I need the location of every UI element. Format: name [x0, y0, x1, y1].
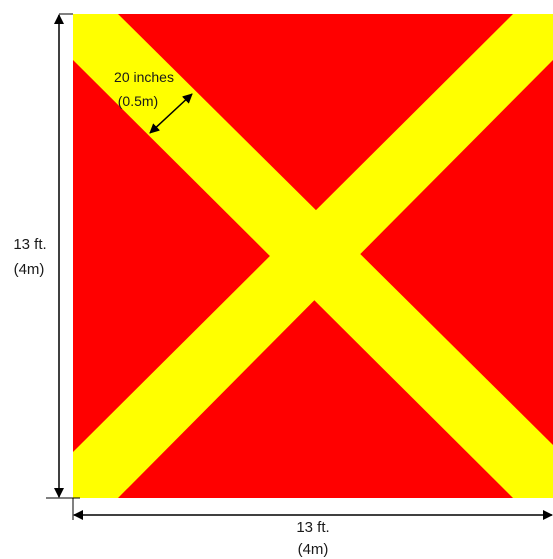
width-label-line2: (4m): [298, 541, 329, 558]
width-dimension: [72, 498, 553, 520]
height-label-line2: (4m): [14, 261, 45, 278]
width-label-line1: 13 ft.: [296, 519, 329, 536]
cross-band-ascending: [73, 14, 553, 498]
height-dimension: [46, 13, 80, 499]
band-width-label-line1: 20 inches: [114, 69, 174, 85]
band-width-arrow: [149, 93, 193, 134]
height-label-line1: 13 ft.: [13, 236, 46, 253]
yellow-cross: [73, 14, 553, 498]
band-width-label-line2: (0.5m): [118, 93, 158, 109]
